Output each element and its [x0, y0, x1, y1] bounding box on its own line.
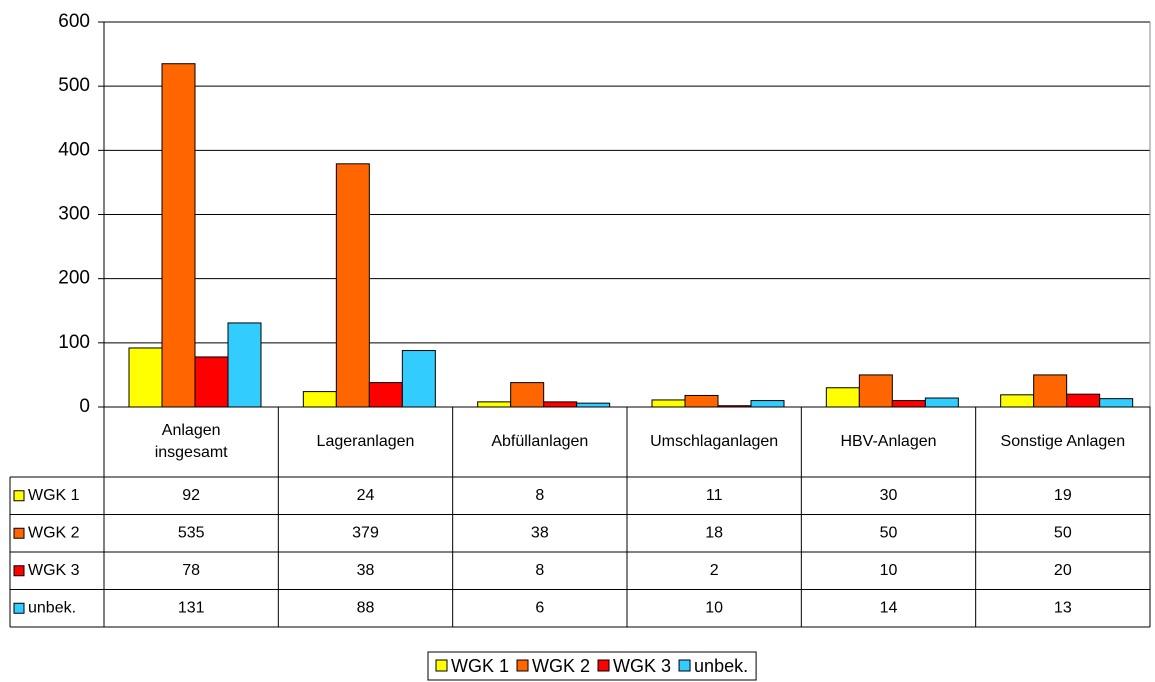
table-value: 92	[182, 487, 200, 504]
x-tick-label: Sonstige Anlagen	[1000, 433, 1126, 450]
bar	[1099, 398, 1134, 408]
legend-label: unbek.	[694, 656, 748, 676]
x-tick-label-box: Umschlaganlagen	[650, 433, 779, 450]
legend-label: WGK 2	[532, 656, 590, 676]
legend-key	[597, 659, 610, 672]
series-name: unbek.	[28, 599, 76, 616]
series-name: WGK 2	[28, 524, 80, 541]
y-tick-label: 100	[58, 332, 90, 353]
table-value: 6	[535, 599, 544, 616]
table-value: 10	[705, 599, 723, 616]
legend-key	[13, 565, 25, 577]
table-value: 131	[178, 599, 205, 616]
y-tick-label: 500	[58, 75, 90, 96]
bar	[1033, 374, 1068, 408]
table-value: 10	[880, 562, 898, 579]
table-value: 18	[705, 524, 723, 541]
legend: WGK 1 WGK 2 WGK 3 unbek.	[435, 656, 748, 676]
bar	[335, 163, 370, 408]
bar	[161, 63, 196, 408]
table-value: 19	[1054, 487, 1072, 504]
y-tick-label: 600	[58, 11, 90, 32]
legend-key	[13, 490, 25, 502]
legend-label: WGK 3	[613, 656, 671, 676]
table-value: 20	[1054, 562, 1072, 579]
bar	[924, 397, 959, 408]
bar	[1000, 394, 1035, 408]
x-tick-label-box: Anlagen insgesamt	[154, 422, 228, 461]
table-value: 50	[1054, 524, 1072, 541]
bar	[368, 382, 403, 408]
y-tick-label: 200	[58, 268, 90, 289]
bar	[510, 382, 545, 408]
bar	[825, 387, 860, 408]
series-name: WGK 3	[28, 562, 80, 579]
table-value: 14	[880, 599, 898, 616]
x-tick-label: HBV-Anlagen	[840, 433, 937, 450]
series-name: WGK 1	[28, 487, 80, 504]
bar	[651, 399, 686, 408]
x-tick-label-box: Sonstige Anlagen	[1000, 433, 1126, 450]
bar	[1066, 393, 1101, 408]
legend-box	[427, 651, 757, 681]
table-value: 38	[357, 562, 375, 579]
legend-key	[516, 659, 529, 672]
bar	[227, 322, 262, 408]
bar	[401, 350, 436, 408]
table-value: 30	[880, 487, 898, 504]
legend-label: WGK 1	[451, 656, 509, 676]
table-value: 2	[710, 562, 719, 579]
table-value: 24	[357, 487, 375, 504]
table-value: 11	[706, 487, 723, 504]
table-value: 8	[535, 562, 544, 579]
table-value: 379	[352, 524, 379, 541]
x-tick-label: Lageranlagen	[316, 433, 415, 450]
table-value: 50	[880, 524, 898, 541]
x-tick-label-box: HBV-Anlagen	[840, 433, 937, 450]
table-value: 78	[182, 562, 200, 579]
x-tick-label: Anlagen insgesamt	[154, 422, 228, 461]
table-value: 535	[178, 524, 205, 541]
legend-key	[435, 659, 448, 672]
y-tick-label: 300	[58, 204, 90, 225]
legend-key	[13, 527, 25, 539]
x-tick-label: Umschlaganlagen	[650, 433, 779, 450]
x-tick-label-box: Lageranlagen	[316, 433, 415, 450]
bar	[128, 347, 163, 408]
x-tick-label-box: Abfüllanlagen	[491, 433, 589, 450]
y-tick-label: 0	[79, 396, 90, 417]
x-tick-label: Abfüllanlagen	[491, 433, 589, 450]
y-tick-label: 400	[58, 139, 90, 160]
bar	[302, 391, 337, 408]
legend-key	[13, 602, 25, 614]
table-value: 38	[531, 524, 549, 541]
table-value: 88	[357, 599, 375, 616]
table-value: 8	[535, 487, 544, 504]
bar	[858, 374, 893, 408]
bar	[684, 394, 719, 408]
table-value: 13	[1054, 599, 1072, 616]
legend-key	[678, 659, 691, 672]
bar	[194, 356, 229, 408]
